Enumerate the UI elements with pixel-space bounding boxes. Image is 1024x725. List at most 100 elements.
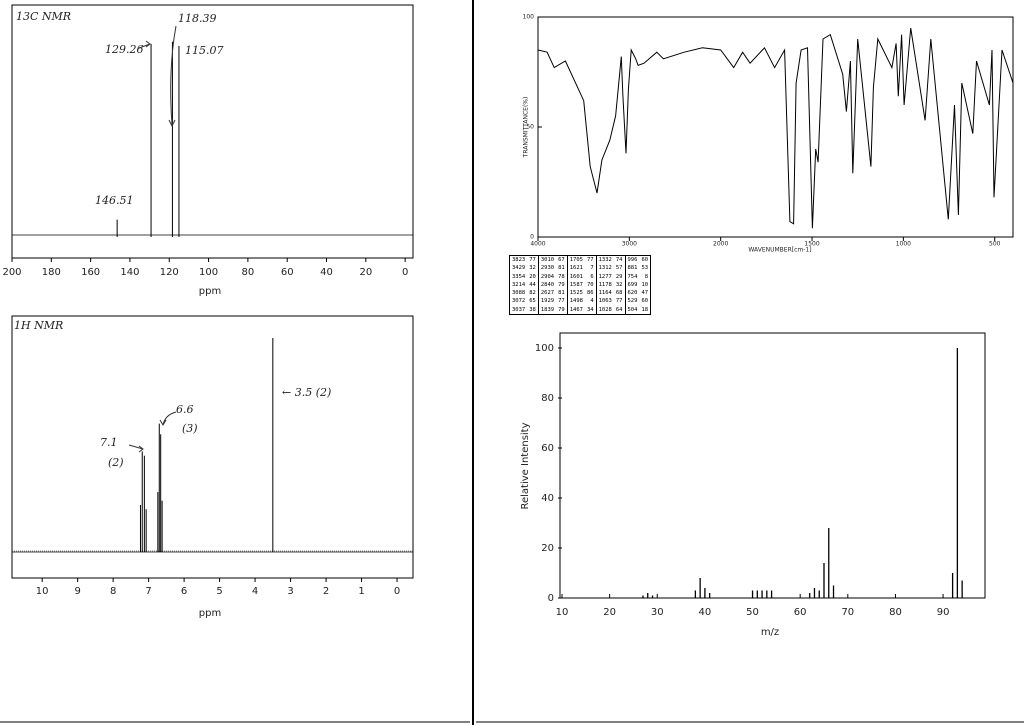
y-tick-label: 100 xyxy=(523,14,535,21)
arrow xyxy=(168,25,177,128)
table-cell: 68 xyxy=(615,290,623,297)
table-cell: 74 xyxy=(615,257,623,263)
plot-frame xyxy=(559,332,986,599)
x-tick-label: 10 xyxy=(556,607,569,618)
table-cell: 3823 xyxy=(512,257,526,263)
table-cell: 81 xyxy=(558,290,565,297)
table-cell: 29 xyxy=(615,273,623,280)
y-axis-label: TRANSMITTANCE(%) xyxy=(523,97,530,159)
plot-frame xyxy=(11,315,414,579)
x-tick-label: 20 xyxy=(603,607,616,618)
y-tick-label: 60 xyxy=(541,443,554,454)
table-cell: 1164 xyxy=(595,289,614,298)
table-cell: 47 xyxy=(641,290,649,297)
table-cell: 2904 xyxy=(537,272,557,281)
x-tick-label: 3 xyxy=(287,586,293,597)
x-tick-label: 8 xyxy=(110,586,116,597)
table-cell: 1525 xyxy=(566,289,585,298)
y-tick-label: 0 xyxy=(530,234,534,241)
table-cell: 3010 xyxy=(537,255,557,265)
x-tick-label: 9 xyxy=(74,586,80,597)
x-tick-label: 0 xyxy=(402,267,408,278)
table-cell: 1929 xyxy=(537,297,557,306)
table-cell: 1332 xyxy=(595,255,614,265)
x-tick-label: 2 xyxy=(323,586,329,597)
arrow xyxy=(128,444,144,453)
peak-label: 146.51 xyxy=(95,194,134,207)
table-cell: 79 xyxy=(558,281,565,288)
x-tick-label: 50 xyxy=(746,607,759,618)
x-tick-label: 120 xyxy=(160,267,179,278)
y-tick-label: 40 xyxy=(541,493,554,504)
x-tick-label: 1 xyxy=(358,586,364,597)
x-axis-label: WAVENUMBER[cm-1] xyxy=(748,247,811,254)
y-tick-label: 0 xyxy=(548,593,554,604)
chart-title: 1H NMR xyxy=(14,319,63,332)
table-cell: 64 xyxy=(615,306,623,313)
x-tick-label: 30 xyxy=(651,607,664,618)
y-tick-label: 80 xyxy=(541,393,554,404)
table-cell: 70 xyxy=(587,281,594,288)
x-tick-label: 90 xyxy=(937,607,950,618)
table-cell: 1498 xyxy=(566,297,585,306)
table-cell: 1312 xyxy=(595,264,614,273)
x-tick-label: 500 xyxy=(989,241,1001,248)
x-tick-label: 40 xyxy=(320,267,333,278)
table-cell: 3037 xyxy=(512,306,526,313)
table-cell: 65 xyxy=(529,298,536,305)
table-cell: 86 xyxy=(587,290,594,297)
table-cell: 77 xyxy=(587,257,594,263)
table-cell: 77 xyxy=(558,298,565,305)
table-cell: 3214 xyxy=(512,281,526,288)
table-cell: 57 xyxy=(615,265,623,272)
ir-trace xyxy=(537,27,1014,229)
table-cell: 44 xyxy=(529,281,536,288)
table-row: 3429 32 2930 81 1621 7 1312 57 881 53 xyxy=(510,264,651,273)
x-axis-label: m/z xyxy=(761,627,779,638)
table-cell: 1621 xyxy=(566,264,585,273)
x-tick-label: 60 xyxy=(281,267,294,278)
table-cell: 881 xyxy=(624,264,640,273)
x-tick-label: 100 xyxy=(199,267,218,278)
x-tick-label: 2000 xyxy=(713,241,728,248)
x-tick-label: 3000 xyxy=(622,241,637,248)
x-tick-label: 180 xyxy=(42,267,61,278)
table-row: 3088 82 2627 81 1525 86 1164 68 620 47 xyxy=(510,289,651,298)
x-axis-label: ppm xyxy=(199,608,221,619)
table-cell: 34 xyxy=(587,306,594,313)
x-tick-label: 4000 xyxy=(530,241,545,248)
x-tick-label: 6 xyxy=(181,586,187,597)
table-row: 3037 38 1839 79 1467 34 1028 64 504 18 xyxy=(510,305,651,315)
arrow xyxy=(159,411,177,426)
table-cell: 77 xyxy=(615,298,623,305)
y-tick-label: 50 xyxy=(526,124,534,131)
table-cell: 3354 xyxy=(512,273,526,280)
x-tick-label: 80 xyxy=(242,267,255,278)
table-cell: 20 xyxy=(529,273,536,280)
x-tick-label: 20 xyxy=(359,267,372,278)
peak-label: 129.26 xyxy=(105,43,144,56)
table-cell: 10 xyxy=(641,281,649,288)
table-cell: 81 xyxy=(558,265,565,272)
table-cell: 32 xyxy=(615,281,623,288)
table-cell: 7 xyxy=(590,265,594,272)
table-cell: 77 xyxy=(529,257,536,263)
table-cell: 1028 xyxy=(595,305,614,315)
table-cell: 2840 xyxy=(537,280,557,290)
table-cell: 3429 xyxy=(512,265,526,272)
table-cell: 38 xyxy=(529,306,536,313)
table-cell: 60 xyxy=(641,298,649,305)
x-tick-label: 10 xyxy=(36,586,49,597)
table-cell: 32 xyxy=(529,265,536,272)
table-cell: 1178 xyxy=(595,280,614,290)
x-tick-label: 160 xyxy=(81,267,100,278)
x-tick-label: 140 xyxy=(120,267,139,278)
annotation: (3) xyxy=(182,422,198,435)
table-cell: 1601 xyxy=(566,272,585,281)
table-row: 3823 77 3010 67 1705 77 1332 74 996 60 xyxy=(510,255,651,265)
table-cell: 529 xyxy=(624,297,640,306)
table-cell: 79 xyxy=(558,306,565,313)
table-row: 3354 20 2904 78 1601 6 1277 29 754 8 xyxy=(510,272,651,281)
peak-label: 118.39 xyxy=(178,12,217,25)
